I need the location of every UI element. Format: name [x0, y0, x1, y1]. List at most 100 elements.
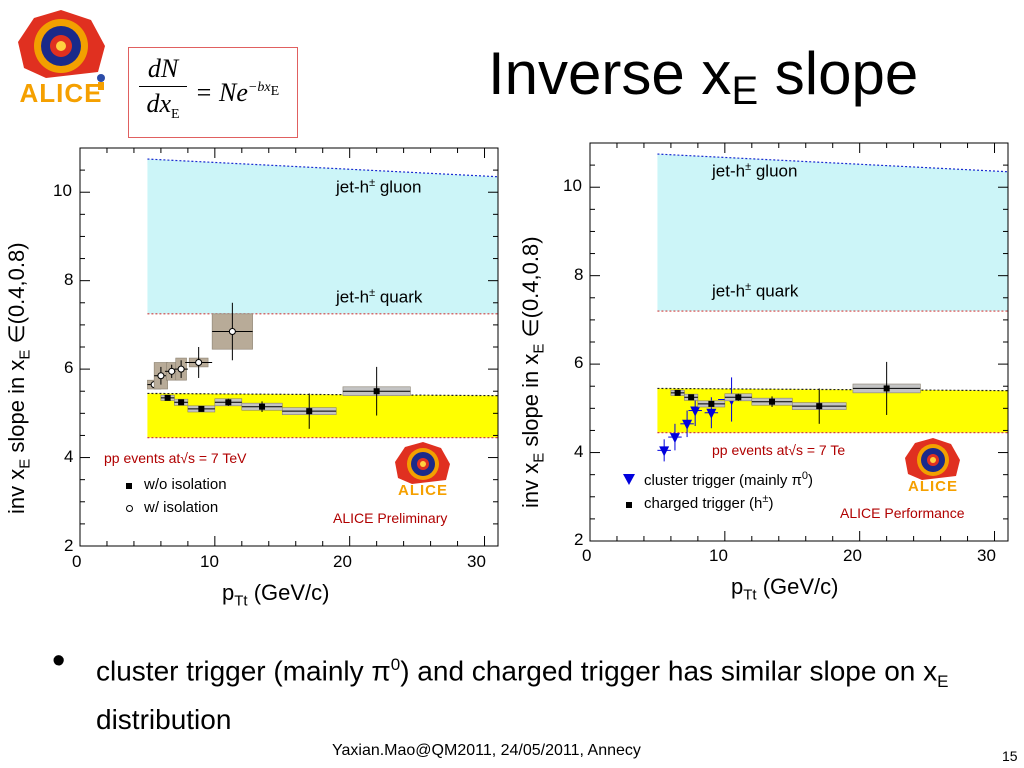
- left-quark-sup: ±: [369, 287, 376, 299]
- left-alice-emblem: [395, 442, 450, 484]
- right-band-upper-line: [657, 153, 1009, 173]
- title-main: Inverse x: [488, 40, 732, 107]
- right-alice-text: ALICE: [908, 478, 958, 495]
- right-status-label: ALICE Performance: [840, 505, 965, 521]
- left-ylabel-sub2: E: [16, 349, 34, 360]
- left-ytick: 4: [64, 447, 74, 466]
- right-ytick: 6: [574, 353, 584, 372]
- left-data-point-square: [164, 394, 171, 401]
- formula-box: dN dxE = Ne−bxE: [128, 47, 298, 138]
- right-data-point-triangle: [659, 446, 670, 457]
- right-data-point-triangle: [690, 406, 701, 417]
- square-marker-icon: [122, 476, 136, 493]
- right-quark-sup: ±: [745, 281, 752, 293]
- left-quark-label: jet-h± quark: [336, 287, 422, 308]
- right-band-upper-line: [657, 387, 1009, 392]
- left-quark-suffix: quark: [375, 287, 423, 307]
- left-ylabel-1: inv x: [4, 468, 29, 514]
- bullet-text-part: distribution: [96, 703, 232, 735]
- left-ylabel-3: ∈(0.4,0.8): [4, 242, 29, 350]
- right-quark-prefix: jet-h: [712, 281, 746, 301]
- right-quark-suffix: quark: [751, 281, 799, 301]
- left-alice-text: ALICE: [398, 482, 448, 499]
- left-data-point-circle: [195, 358, 203, 366]
- right-ylabel-sub2: E: [530, 343, 548, 354]
- right-data-point-square: [708, 400, 715, 407]
- alice-logo-text: ALICE: [19, 78, 103, 108]
- left-chart-plot: [79, 147, 499, 547]
- left-ytick: 8: [64, 270, 74, 289]
- formula-den-sub: E: [170, 107, 180, 123]
- formula-denominator: dxE: [139, 87, 187, 123]
- left-xlabel-end: (GeV/c): [247, 580, 330, 605]
- footer-text: Yaxian.Mao@QM2011, 24/05/2011, Annecy: [332, 742, 641, 759]
- left-data-point-square: [198, 405, 205, 412]
- left-ytick: 10: [53, 181, 72, 200]
- right-xtick: 20: [843, 546, 862, 565]
- bullet-point-icon: •: [52, 640, 66, 682]
- formula-den-text: dx: [146, 89, 171, 118]
- right-data-point-triangle: [706, 408, 717, 419]
- right-ytick: 4: [574, 442, 584, 461]
- left-data-point-square: [373, 388, 380, 395]
- slide-title: Inverse xE slope: [488, 38, 918, 127]
- left-data-point-circle: [168, 367, 176, 375]
- formula-rhs-text: = Ne: [195, 78, 248, 107]
- right-gluon-suffix: gluon: [751, 161, 798, 181]
- left-status-label: ALICE Preliminary: [333, 510, 448, 526]
- right-xtick: 0: [582, 546, 592, 565]
- right-legend-sup: ±: [762, 493, 769, 505]
- right-legend-label: charged trigger (h: [644, 495, 763, 512]
- right-gluon-label: jet-h± gluon: [712, 161, 797, 182]
- left-xtick: 0: [72, 552, 82, 571]
- bullet-text-part: ) and charged trigger has similar slope …: [400, 655, 938, 687]
- left-xtick: 20: [333, 552, 352, 571]
- right-xlabel-end: (GeV/c): [756, 574, 839, 599]
- left-gluon-sup: ±: [369, 177, 376, 189]
- right-ytick: 10: [563, 176, 582, 195]
- left-pp-events-label: pp events at√s = 7 TeV: [104, 450, 247, 466]
- bullet-text-part: cluster trigger (mainly π: [96, 655, 391, 687]
- left-xlabel-main: p: [222, 580, 235, 605]
- right-data-point-triangle: [669, 433, 680, 444]
- right-legend-label: cluster trigger (mainly π: [644, 472, 802, 489]
- right-legend-item: charged trigger (h±): [622, 493, 773, 512]
- right-legend-suffix: ): [768, 495, 774, 512]
- right-ytick: 2: [574, 530, 584, 549]
- left-band-upper-line: [147, 392, 499, 397]
- right-xtick: 10: [709, 546, 728, 565]
- right-gluon-sup: ±: [745, 161, 752, 173]
- right-legend-sup: 0: [801, 470, 809, 482]
- right-data-point-square: [883, 385, 890, 392]
- bullet-sup: 0: [390, 655, 401, 674]
- left-gluon-label: jet-h± gluon: [336, 177, 421, 198]
- left-data-point-square: [306, 408, 313, 415]
- left-xtick: 30: [467, 552, 486, 571]
- formula-exp-text: −bx: [247, 80, 271, 96]
- left-ylabel-sub1: E: [16, 458, 34, 469]
- right-ylabel-sub1: E: [530, 452, 548, 463]
- title-end: slope: [758, 40, 919, 107]
- left-ylabel-2: slope in x: [4, 359, 29, 459]
- left-alice-logo: ALICE: [386, 440, 460, 502]
- right-data-point-square: [688, 394, 695, 401]
- formula-exp-sub: E: [270, 84, 280, 100]
- right-alice-emblem: [905, 438, 960, 480]
- left-xlabel-sub: Tt: [234, 592, 248, 610]
- left-data-point-circle: [177, 365, 185, 373]
- left-legend-item: w/o isolation: [122, 476, 227, 493]
- left-data-point-square: [225, 399, 232, 406]
- left-chart-ylabel: inv xE slope in xE ∈(0.4,0.8): [4, 242, 33, 514]
- right-data-point-square: [769, 398, 776, 405]
- alice-logo-emblem: [18, 10, 105, 90]
- left-gluon-suffix: gluon: [375, 177, 422, 197]
- right-chart-xlabel: pTt (GeV/c): [731, 574, 839, 603]
- right-ylabel-2: slope in x: [518, 353, 543, 453]
- bullet-text: cluster trigger (mainly π0) and charged …: [96, 646, 976, 739]
- formula-exponent: −bxE: [247, 80, 279, 99]
- left-band-quark: [147, 393, 498, 438]
- left-band-gluon: [147, 159, 498, 314]
- left-data-point-circle: [228, 328, 236, 336]
- right-chart-plot: [589, 142, 1009, 542]
- right-chart-ylabel: inv xE slope in xE ∈(0.4,0.8): [518, 236, 547, 508]
